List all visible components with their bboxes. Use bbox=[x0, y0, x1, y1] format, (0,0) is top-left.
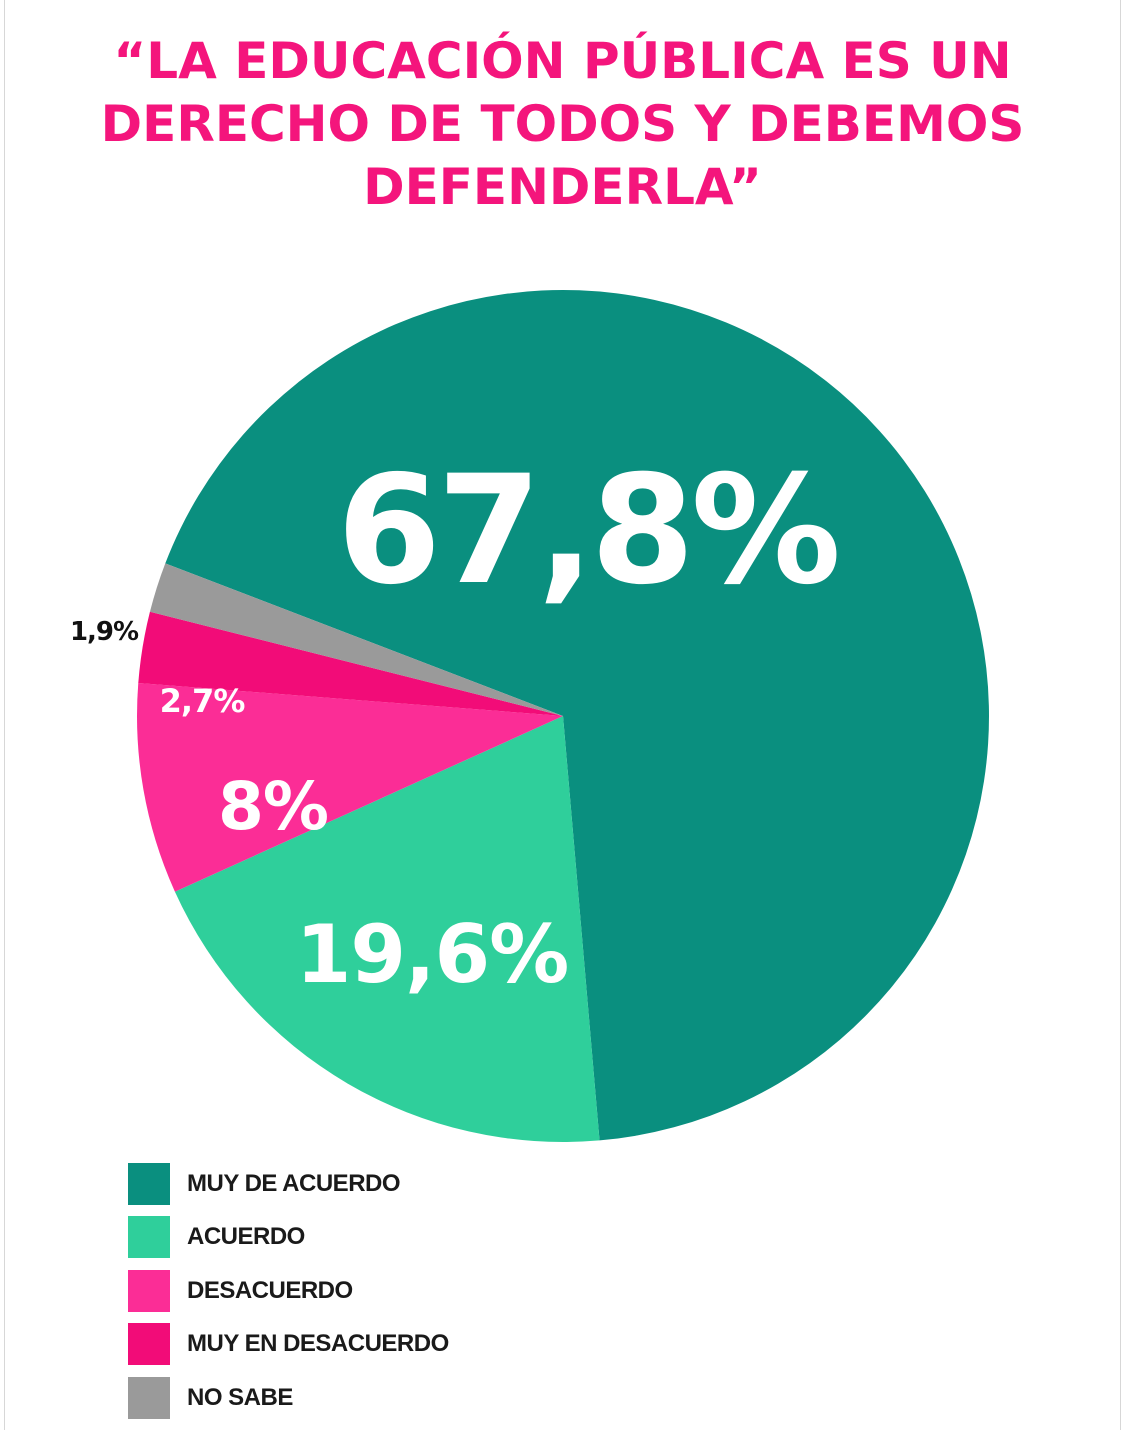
legend-swatch-muy-de-acuerdo bbox=[128, 1162, 170, 1205]
legend-label-no-sabe: NO SABE bbox=[187, 1383, 293, 1411]
chart-title-line-1: “LA EDUCACIÓN PÚBLICA ES UN bbox=[113, 32, 1012, 90]
legend-swatch-acuerdo bbox=[128, 1216, 170, 1259]
legend-label-desacuerdo: DESACUERDO bbox=[187, 1276, 353, 1304]
pie-label-muy-en-desacuerdo: 2,7% bbox=[160, 682, 246, 720]
chart-title-line-3: DEFENDERLA” bbox=[363, 158, 762, 216]
pie-slice-no-sabe bbox=[149, 563, 563, 716]
pie-label-desacuerdo: 8% bbox=[218, 768, 328, 845]
legend-item-muy-en-desacuerdo: MUY EN DESACUERDO bbox=[128, 1318, 449, 1372]
legend-item-no-sabe: NO SABE bbox=[128, 1371, 449, 1425]
legend-label-acuerdo: ACUERDO bbox=[187, 1223, 305, 1251]
legend-swatch-desacuerdo bbox=[128, 1269, 170, 1312]
pie-label-muy-de-acuerdo: 67,8% bbox=[337, 444, 837, 618]
pie-slice-muy-en-desacuerdo bbox=[138, 611, 563, 716]
chart-title-line-2: DERECHO DE TODOS Y DEBEMOS bbox=[100, 95, 1025, 153]
pie-chart: 67,8% 19,6% 8% 2,7% 1,9% bbox=[70, 290, 989, 1142]
legend-swatch-no-sabe bbox=[128, 1376, 170, 1419]
pie-label-no-sabe: 1,9% bbox=[70, 617, 139, 647]
legend-swatch-muy-en-desacuerdo bbox=[128, 1323, 170, 1366]
pie-label-acuerdo: 19,6% bbox=[296, 908, 569, 1001]
chart-title: “LA EDUCACIÓN PÚBLICA ES UN DERECHO DE T… bbox=[0, 30, 1125, 219]
legend-label-muy-en-desacuerdo: MUY EN DESACUERDO bbox=[187, 1330, 449, 1358]
legend-label-muy-de-acuerdo: MUY DE ACUERDO bbox=[187, 1169, 401, 1197]
legend-item-muy-de-acuerdo: MUY DE ACUERDO bbox=[128, 1157, 449, 1211]
pie-slice-acuerdo bbox=[174, 716, 600, 1142]
pie-slice-muy-de-acuerdo bbox=[165, 290, 989, 1141]
pie-slice-desacuerdo bbox=[137, 683, 563, 892]
legend-item-acuerdo: ACUERDO bbox=[128, 1211, 449, 1265]
legend-item-desacuerdo: DESACUERDO bbox=[128, 1264, 449, 1318]
legend: MUY DE ACUERDO ACUERDO DESACUERDO MUY EN… bbox=[128, 1157, 449, 1425]
